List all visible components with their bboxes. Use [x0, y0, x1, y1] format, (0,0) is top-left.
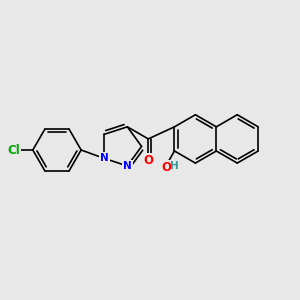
Text: Cl: Cl: [7, 143, 20, 157]
Text: O: O: [143, 154, 153, 167]
Text: N: N: [100, 154, 109, 164]
Text: H: H: [170, 161, 179, 171]
Text: N: N: [123, 161, 132, 171]
Text: O: O: [162, 161, 172, 174]
